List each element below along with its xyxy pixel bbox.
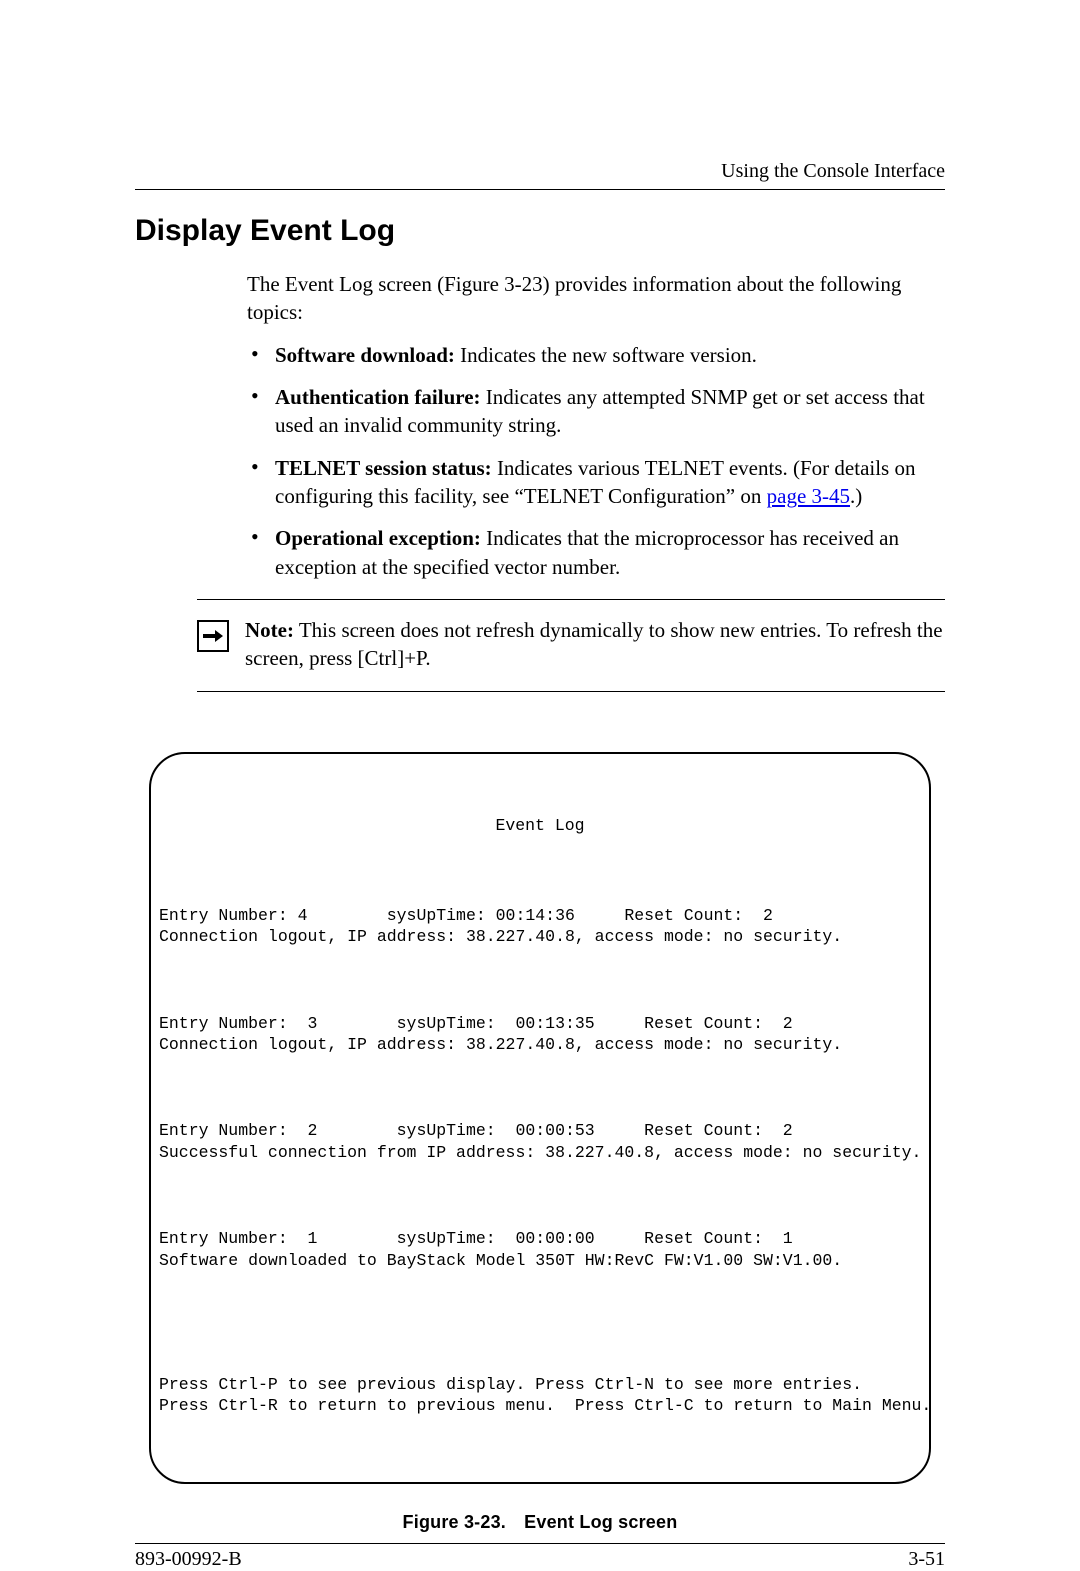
note-text: Note: This screen does not refresh dynam… — [245, 616, 945, 673]
section-title: Display Event Log — [135, 214, 945, 248]
entry-detail: Successful connection from IP address: 3… — [159, 1142, 921, 1163]
footer-rule — [135, 1543, 945, 1544]
entry-detail: Software downloaded to BayStack Model 35… — [159, 1250, 921, 1271]
bullet-telnet-session-status: TELNET session status: Indicates various… — [247, 454, 945, 511]
entry-header: Entry Number: 4 sysUpTime: 00:14:36 Rese… — [159, 905, 921, 926]
bullet-software-download: Software download: Indicates the new sof… — [247, 341, 945, 369]
entry-header: Entry Number: 3 sysUpTime: 00:13:35 Rese… — [159, 1013, 921, 1034]
bullet-text: Indicates the new software version. — [455, 343, 757, 367]
header-rule — [135, 189, 945, 190]
entry-detail: Connection logout, IP address: 38.227.40… — [159, 1034, 921, 1055]
doc-id: 893-00992-B — [135, 1548, 242, 1571]
page-footer: 893-00992-B 3-51 — [135, 1548, 945, 1571]
entry-detail: Connection logout, IP address: 38.227.40… — [159, 926, 921, 947]
note-block: Note: This screen does not refresh dynam… — [197, 599, 945, 692]
arrow-right-icon — [197, 620, 229, 652]
body-block: The Event Log screen (Figure 3-23) provi… — [247, 270, 945, 581]
document-page: Using the Console Interface Display Even… — [0, 0, 1080, 1397]
hint-line-1: Press Ctrl-P to see previous display. Pr… — [159, 1374, 921, 1395]
page-number: 3-51 — [908, 1548, 945, 1571]
event-log-entry-2: Entry Number: 2 sysUpTime: 00:00:53 Rese… — [159, 1120, 921, 1163]
event-log-entry-4: Entry Number: 4 sysUpTime: 00:14:36 Rese… — [159, 905, 921, 948]
event-log-title: Event Log — [159, 815, 921, 836]
event-log-entry-1: Entry Number: 1 sysUpTime: 00:00:00 Rese… — [159, 1228, 921, 1271]
bullet-text-after: .) — [850, 484, 862, 508]
event-log-screen: Event Log Entry Number: 4 sysUpTime: 00:… — [149, 752, 931, 1484]
bullet-operational-exception: Operational exception: Indicates that th… — [247, 524, 945, 581]
running-head: Using the Console Interface — [135, 160, 945, 183]
entry-header: Entry Number: 1 sysUpTime: 00:00:00 Rese… — [159, 1228, 921, 1249]
intro-paragraph: The Event Log screen (Figure 3-23) provi… — [247, 270, 945, 327]
page-link-3-45[interactable]: page 3-45 — [767, 484, 850, 508]
event-log-hints: Press Ctrl-P to see previous display. Pr… — [159, 1374, 921, 1417]
hint-line-2: Press Ctrl-R to return to previous menu.… — [159, 1395, 921, 1416]
entry-header: Entry Number: 2 sysUpTime: 00:00:53 Rese… — [159, 1120, 921, 1141]
note-body: This screen does not refresh dynamically… — [245, 618, 943, 670]
note-label: Note: — [245, 618, 294, 642]
bullet-authentication-failure: Authentication failure: Indicates any at… — [247, 383, 945, 440]
bullet-label: Authentication failure: — [275, 385, 481, 409]
bullet-label: TELNET session status: — [275, 456, 492, 480]
bullet-label: Software download: — [275, 343, 455, 367]
bullet-list: Software download: Indicates the new sof… — [247, 341, 945, 581]
event-log-entry-3: Entry Number: 3 sysUpTime: 00:13:35 Rese… — [159, 1013, 921, 1056]
figure-caption: Figure 3-23. Event Log screen — [135, 1512, 945, 1533]
bullet-label: Operational exception: — [275, 526, 481, 550]
